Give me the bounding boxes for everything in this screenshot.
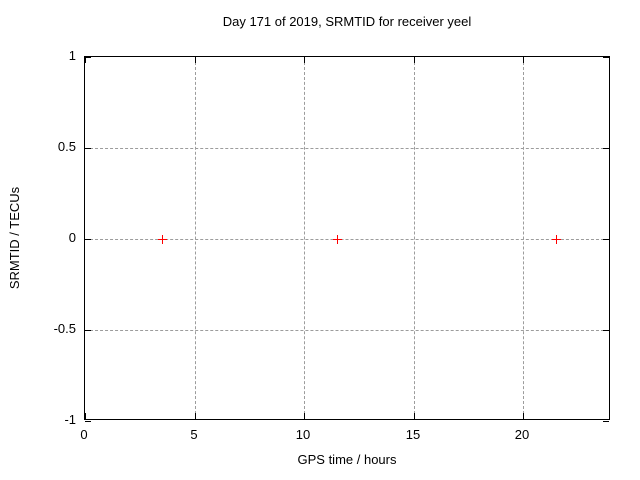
x-tick-mark bbox=[85, 413, 86, 419]
y-tick-label: 0.5 bbox=[57, 139, 76, 154]
x-tick-label: 20 bbox=[514, 427, 530, 442]
y-tick-label: 0 bbox=[68, 230, 76, 245]
y-tick-label: -1 bbox=[64, 412, 76, 427]
x-tick-mark bbox=[85, 57, 86, 63]
gridline-horizontal bbox=[85, 239, 609, 240]
x-tick-mark bbox=[523, 413, 524, 419]
x-tick-mark bbox=[523, 57, 524, 63]
gridline-horizontal bbox=[85, 148, 609, 149]
y-tick-mark bbox=[603, 239, 609, 240]
y-tick-mark bbox=[85, 148, 91, 149]
x-tick-label: 15 bbox=[405, 427, 421, 442]
y-tick-mark bbox=[603, 57, 609, 58]
y-tick-mark bbox=[85, 239, 91, 240]
data-point-marker bbox=[333, 235, 342, 244]
x-axis-label: GPS time / hours bbox=[297, 452, 397, 467]
gridline-vertical bbox=[414, 57, 415, 419]
y-tick-mark bbox=[85, 421, 91, 422]
x-tick-label: 5 bbox=[190, 427, 198, 442]
gridline-horizontal bbox=[85, 330, 609, 331]
x-tick-mark bbox=[414, 413, 415, 419]
gridline-vertical bbox=[523, 57, 524, 419]
x-tick-mark bbox=[304, 57, 305, 63]
gridline-vertical bbox=[195, 57, 196, 419]
y-tick-mark bbox=[603, 421, 609, 422]
gridline-vertical bbox=[304, 57, 305, 419]
y-tick-mark bbox=[85, 57, 91, 58]
y-tick-label: -0.5 bbox=[53, 321, 76, 336]
chart-title: Day 171 of 2019, SRMTID for receiver yee… bbox=[222, 14, 472, 29]
y-tick-mark bbox=[85, 330, 91, 331]
data-point-marker bbox=[552, 235, 561, 244]
x-tick-mark bbox=[414, 57, 415, 63]
x-tick-mark bbox=[195, 57, 196, 63]
y-tick-mark bbox=[603, 330, 609, 331]
y-tick-mark bbox=[603, 148, 609, 149]
x-tick-label: 0 bbox=[80, 427, 88, 442]
x-tick-mark bbox=[304, 413, 305, 419]
plot-area bbox=[84, 56, 610, 422]
x-tick-label: 10 bbox=[295, 427, 311, 442]
x-tick-mark bbox=[195, 413, 196, 419]
data-point-marker bbox=[158, 235, 167, 244]
y-tick-label: 1 bbox=[68, 48, 76, 63]
